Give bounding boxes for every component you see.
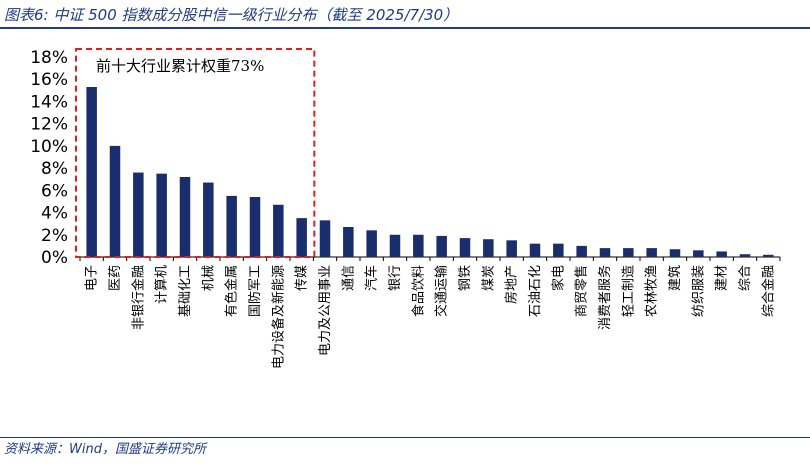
top-ten-annotation: 前十大行业累计权重73%	[96, 57, 264, 75]
bar	[249, 197, 261, 257]
category-label: 石油石化	[528, 265, 543, 317]
figure-title: 图表6: 中证 500 指数成分股中信一级行业分布（截至 2025/7/30）	[4, 6, 459, 24]
y-tick-label: 4%	[41, 204, 68, 224]
y-tick-label: 2%	[41, 226, 68, 246]
y-tick-label: 6%	[41, 181, 68, 201]
bar	[576, 245, 587, 257]
y-axis-ticks: 0%2%4% 6%8%10%12% 14%16%18%	[30, 48, 68, 268]
bars	[86, 87, 774, 257]
source-rule	[0, 437, 810, 438]
x-axis-ticks	[79, 257, 781, 261]
category-label: 商贸零售	[574, 265, 590, 317]
category-label: 通信	[341, 265, 356, 291]
top-ten-highlight-box	[75, 48, 316, 258]
bar	[86, 87, 97, 257]
category-label: 医药	[108, 265, 123, 291]
bar	[203, 182, 214, 257]
category-label: 煤炭	[481, 265, 496, 291]
bar	[133, 172, 144, 257]
bar	[436, 235, 447, 257]
bar	[413, 234, 424, 257]
category-label: 电力及公用事业	[318, 265, 333, 356]
category-label: 建材	[715, 265, 730, 291]
bar	[599, 248, 611, 257]
category-label: 消费者服务	[597, 265, 613, 330]
bar	[319, 220, 331, 257]
bar	[529, 243, 541, 257]
category-label: 有色金属	[224, 265, 240, 317]
bar	[179, 177, 191, 257]
bar	[343, 227, 354, 257]
category-label: 传媒	[295, 265, 310, 291]
bar	[226, 195, 237, 257]
category-label: 银行	[388, 265, 403, 291]
title-rule	[0, 27, 810, 29]
category-label: 计算机	[155, 265, 170, 304]
y-tick-label: 12%	[30, 115, 68, 135]
bar	[366, 230, 377, 257]
category-label: 建筑	[667, 265, 683, 291]
y-tick-label: 14%	[30, 92, 68, 112]
category-label: 电子	[85, 265, 100, 291]
category-label: 交通运输	[434, 265, 450, 317]
category-label: 农林牧渔	[645, 265, 660, 317]
bar	[389, 234, 401, 257]
category-label: 国防军工	[247, 265, 263, 317]
category-label: 轻工制造	[621, 265, 636, 317]
bar	[459, 238, 471, 257]
bar	[109, 145, 121, 257]
bar	[763, 254, 774, 257]
y-tick-label: 10%	[30, 137, 68, 157]
bar	[273, 204, 284, 257]
source-note: 资料来源：Wind，国盛证券研究所	[4, 442, 206, 457]
category-label: 家电	[550, 265, 566, 291]
bar	[553, 243, 564, 257]
category-label: 钢铁	[458, 265, 473, 291]
bar	[716, 251, 727, 257]
bar	[156, 173, 167, 257]
industry-weight-bar-chart: 0%2%4% 6%8%10%12% 14%16%18% 电子 医药 非银行金融 计算机 基础…	[30, 48, 781, 369]
bar	[296, 218, 307, 257]
bar	[739, 254, 751, 257]
y-tick-label: 8%	[41, 159, 68, 179]
category-label: 机械	[201, 265, 216, 291]
bar	[483, 239, 494, 257]
category-label: 房地产	[504, 265, 520, 304]
category-label: 电力设备及新能源	[270, 265, 286, 369]
category-label: 纺织服装	[691, 265, 706, 317]
category-label: 食品饮料	[410, 265, 426, 317]
category-label: 汽车	[364, 265, 380, 291]
category-labels: 电子 医药 非银行金融 计算机 基础化工 机械 有色金属 国防军工 电力设备及新能源 传媒 电力及公…	[85, 265, 777, 369]
category-label: 综合金融	[760, 265, 776, 317]
bar	[646, 248, 657, 257]
y-tick-label: 18%	[30, 48, 68, 68]
category-label: 基础化工	[178, 265, 193, 317]
bar	[669, 249, 681, 257]
category-label: 非银行金融	[130, 265, 146, 330]
y-tick-label: 0%	[41, 248, 68, 268]
y-tick-label: 16%	[30, 70, 68, 90]
bar	[693, 250, 704, 257]
bar	[623, 248, 634, 257]
bar	[506, 240, 517, 257]
category-label: 综合	[738, 265, 753, 291]
